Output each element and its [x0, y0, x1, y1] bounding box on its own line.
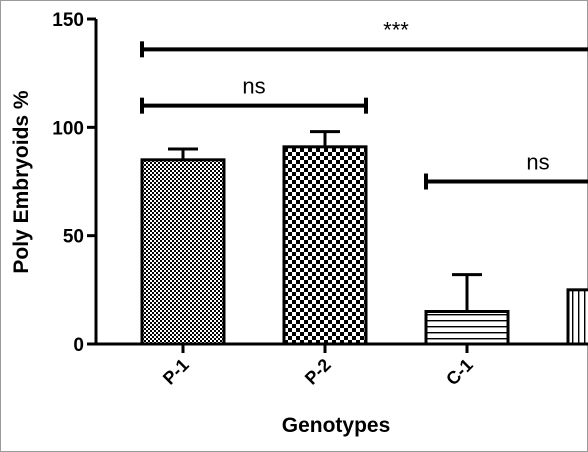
category-label-c-2: C-2 [584, 355, 588, 390]
bar-p-1 [140, 158, 226, 346]
bar-p-2 [282, 145, 368, 346]
category-label-c-1: C-1 [442, 355, 477, 390]
bar-c-2 [566, 288, 588, 346]
y-tick-label: 100 [52, 118, 84, 139]
x-axis-title: Genotypes [282, 414, 391, 437]
y-tick-label: 150 [52, 10, 84, 31]
bar-c-1 [424, 310, 510, 346]
category-label-p-1: P-1 [159, 355, 193, 389]
y-tick-label: 50 [63, 227, 84, 248]
significance-label: *** [383, 17, 409, 42]
significance-label: ns [526, 150, 549, 175]
plot-area: 0 50 100 150 P-1 P-2 C-1 C-2 ns ns *** [52, 10, 588, 389]
y-tick-label: 0 [73, 335, 84, 356]
category-label-p-2: P-2 [301, 355, 335, 389]
y-axis-title: Poly Embryoids % [10, 90, 33, 274]
significance-label: ns [242, 74, 265, 99]
